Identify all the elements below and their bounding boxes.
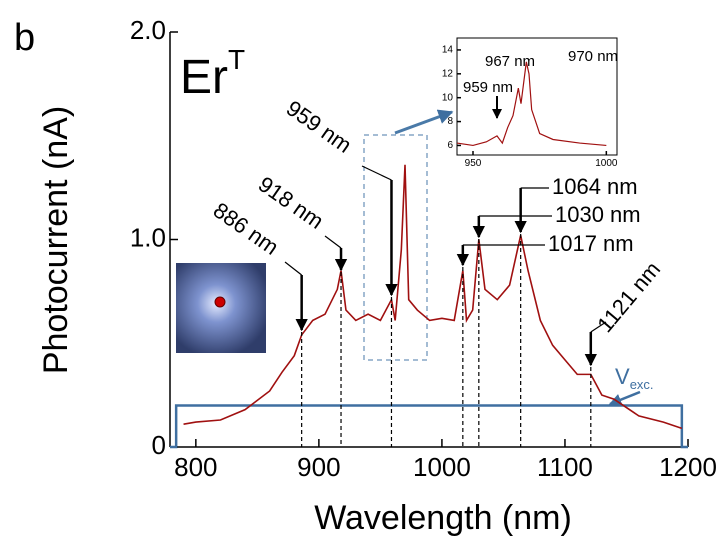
x-tick-label: 950 [465, 158, 482, 169]
peak-label: 1121 nm [592, 257, 665, 337]
peak-label: 1030 nm [555, 202, 641, 227]
sample-sup: T [228, 44, 245, 75]
peak-leader [284, 261, 303, 276]
x-tick-label: 1000 [595, 158, 618, 169]
peak-leader [590, 321, 607, 333]
x-tick-label: 1100 [537, 452, 593, 482]
peak-label: 918 nm [254, 171, 328, 234]
y-axis-title: Photocurrent (nA) [37, 106, 75, 374]
x-tick-label: 1200 [659, 452, 717, 482]
y-tick-label: 2.0 [130, 15, 166, 45]
x-tick-label: 1000 [413, 452, 471, 482]
spot-marker [214, 296, 226, 308]
sample-main: Er [180, 51, 228, 104]
y-tick-label: 0 [152, 430, 166, 460]
vexc-sub: exc. [630, 377, 654, 392]
y-tick-label: 10 [442, 92, 454, 103]
y-tick-label: 14 [442, 45, 454, 56]
vexc-arrow [608, 390, 641, 406]
vexc-main: V [615, 364, 630, 389]
inset-frame [456, 37, 618, 156]
panel-label: b [14, 17, 35, 59]
y-tick-label: 6 [447, 140, 453, 151]
peak-leader [361, 165, 392, 181]
spot-image [176, 263, 266, 353]
inset-peak-label: 967 nm [485, 53, 535, 70]
peak-leader [324, 235, 342, 249]
peak-label: 886 nm [209, 197, 283, 260]
zoom-arrow [394, 109, 454, 135]
excitation-line [170, 404, 688, 449]
sample-label: ErT [180, 44, 245, 103]
x-axis-title: Wavelength (nm) [314, 499, 572, 537]
zoom-box [363, 134, 428, 361]
inset-peak-label: 970 nm [568, 48, 618, 65]
y-tick-label: 12 [442, 68, 454, 79]
peak-label: 959 nm [282, 95, 356, 158]
data-line [183, 164, 683, 430]
peak-label: 1017 nm [548, 231, 634, 256]
data-line [456, 61, 607, 147]
peak-label: 1064 nm [552, 174, 638, 199]
y-tick-label: 1.0 [130, 222, 166, 252]
y-tick-label: 8 [447, 116, 453, 127]
inset-peak-label: 959 nm [463, 79, 513, 96]
x-tick-label: 900 [297, 452, 340, 482]
x-tick-label: 800 [174, 452, 217, 482]
vexc-label: Vexc. [615, 364, 654, 393]
